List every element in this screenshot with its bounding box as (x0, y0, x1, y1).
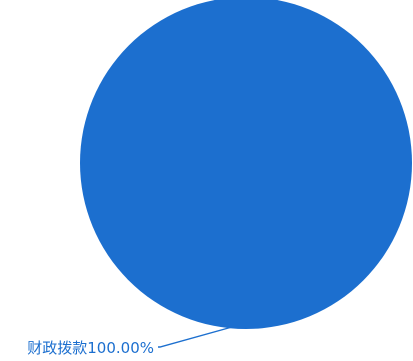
pie-labels: 财政拨款100.00% (27, 326, 233, 357)
slice-label-0: 财政拨款100.00% (27, 339, 154, 357)
pie-slices (80, 0, 412, 329)
leader-line-0 (158, 326, 233, 348)
pie-slice-0 (80, 0, 412, 329)
